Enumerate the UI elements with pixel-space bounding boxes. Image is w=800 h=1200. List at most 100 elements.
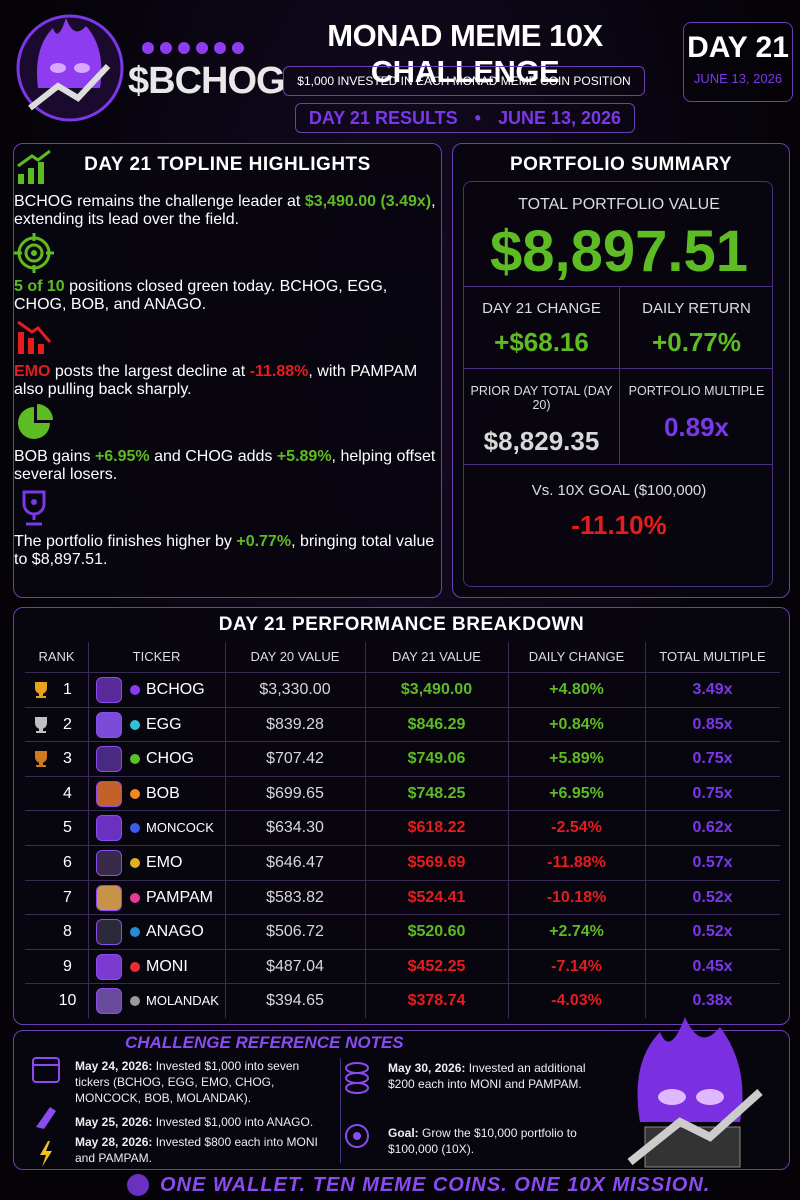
table-row: 10 MOLANDAK $394.65 $378.74 -4.03% 0.38x <box>25 983 780 1018</box>
rank: 7 <box>63 888 72 906</box>
summary-cell: PRIOR DAY TOTAL (DAY 20) $8,829.35 <box>464 384 619 457</box>
summary-box: TOTAL PORTFOLIO VALUE $8,897.51 Vs. 10X … <box>463 181 773 587</box>
logo <box>16 14 244 122</box>
ticker-dot <box>130 996 140 1007</box>
total-multiple: 0.75x <box>692 784 733 802</box>
highlight-text: EMO posts the largest decline at -11.88%… <box>14 363 441 399</box>
text-segment: +6.95% <box>94 448 150 465</box>
ticker-cell: EGG <box>88 708 225 742</box>
ticker-dot <box>130 927 140 938</box>
highlight: BOB gains +6.95% and CHOG adds +5.89%, h… <box>14 403 441 484</box>
day21-value: $749.06 <box>407 750 466 768</box>
total-multiple: 0.45x <box>692 957 733 975</box>
cell-value: 0.89x <box>663 412 730 442</box>
text-segment: posts the largest decline at <box>50 363 250 380</box>
daily-change: +2.74% <box>549 923 604 941</box>
highlight: The portfolio finishes higher by +0.77%,… <box>14 488 441 569</box>
divider <box>464 286 772 287</box>
note-text: Invested $1,000 into seven tickers (BCHO… <box>75 1059 300 1105</box>
ticker: BOB <box>146 784 180 802</box>
daily-change: -7.14% <box>551 957 602 975</box>
rank: 9 <box>63 957 72 975</box>
ticker: MONI <box>146 957 188 975</box>
avatar <box>96 953 122 980</box>
note-date: May 28, 2026: <box>75 1135 153 1149</box>
text-segment: , with PAMPAM also pulling back sharply. <box>14 363 418 398</box>
ticker-cell: BOB <box>88 777 225 811</box>
note: Goal: Grow the $10,000 portfolio to $100… <box>388 1125 608 1157</box>
note-date: May 25, 2026: <box>75 1115 153 1129</box>
highlight-icon <box>14 403 441 448</box>
note-icons <box>345 1062 369 1148</box>
total-label: TOTAL PORTFOLIO VALUE <box>518 196 720 213</box>
column-header: RANK <box>38 649 75 664</box>
medal <box>33 681 49 699</box>
cell-label: PORTFOLIO MULTIPLE <box>628 384 765 398</box>
day20-value: $3,330.00 <box>259 681 331 698</box>
day21-value: $569.69 <box>407 854 466 871</box>
medal <box>33 750 49 768</box>
day20-value: $583.82 <box>266 888 324 906</box>
daily-change: +5.89% <box>549 750 604 768</box>
rank: 3 <box>63 750 72 768</box>
text-segment: -11.88% <box>249 363 309 380</box>
summary-title: PORTFOLIO SUMMARY <box>509 154 733 175</box>
table-row: 3 CHOG $707.42 $749.06 +5.89% 0.75x <box>25 741 780 776</box>
avatar <box>96 815 122 842</box>
table-row: 1 BCHOG $3,330.00 $3,490.00 +4.80% 3.49x <box>25 672 780 707</box>
daily-change: +4.80% <box>549 681 604 698</box>
ticker-cell: MONI <box>88 950 225 984</box>
divider <box>464 464 772 465</box>
highlight-text: BOB gains +6.95% and CHOG adds +5.89%, h… <box>14 448 441 484</box>
ticker-cell: EMO <box>88 846 225 880</box>
table-title: DAY 21 PERFORMANCE BREAKDOWN <box>218 614 585 635</box>
note-date: May 30, 2026: <box>388 1061 466 1075</box>
table-row: 4 BOB $699.65 $748.25 +6.95% 0.75x <box>25 775 780 811</box>
table-panel: DAY 21 PERFORMANCE BREAKDOWN <box>13 607 790 1025</box>
column-header: DAY 21 VALUE <box>392 649 481 664</box>
total-multiple: 0.57x <box>692 854 733 871</box>
highlight: BCHOG remains the challenge leader at $3… <box>14 148 441 229</box>
note-text: Invested $800 each into MONI and PAMPAM. <box>75 1135 318 1165</box>
column-header: TOTAL MULTIPLE <box>659 649 766 664</box>
ticker-dot <box>130 961 140 972</box>
ticker: MOLANDAK <box>146 993 219 1009</box>
note-text: Invested an additional $200 each into MO… <box>388 1061 586 1091</box>
ticker-cell: CHOG <box>88 742 225 776</box>
ticker-dot <box>130 823 140 834</box>
ticker: BCHOG <box>146 681 205 698</box>
table-row: 5 MONCOCK $634.30 $618.22 -2.54% 0.62x <box>25 810 780 845</box>
divider <box>340 1058 341 1163</box>
day21-value: $846.29 <box>407 715 466 733</box>
text-segment: , extending its lead over the field. <box>14 193 436 228</box>
summary-panel: PORTFOLIO SUMMARY TOTAL PORTFOLIO VALUE … <box>452 143 790 598</box>
day-date: JUNE 13, 2026 <box>693 71 783 86</box>
total-multiple: 0.52x <box>692 888 733 906</box>
title: MONAD MEME 10X CHALLENGE <box>327 18 603 89</box>
highlight-text: 5 of 10 positions closed green today. BC… <box>14 278 441 314</box>
day20-value: $707.42 <box>266 750 324 768</box>
rank: 1 <box>63 681 72 698</box>
rank: 6 <box>63 854 72 871</box>
avatar <box>96 988 122 1015</box>
cell-value: +$68.16 <box>494 327 589 357</box>
goal-label: Vs. 10X GOAL ($100,000) <box>531 482 707 499</box>
day20-value: $487.04 <box>266 957 324 975</box>
daily-change: +6.95% <box>549 784 604 802</box>
goal-value: -11.10% <box>571 510 667 540</box>
table-row: 8 ANAGO $506.72 $520.60 +2.74% 0.52x <box>25 914 780 949</box>
note-text: Grow the $10,000 portfolio to $100,000 (… <box>388 1126 577 1156</box>
avatar <box>96 677 122 703</box>
total-multiple: 0.52x <box>692 923 733 941</box>
avatar <box>96 711 122 738</box>
total-multiple: 0.85x <box>692 715 733 733</box>
column-divider <box>645 642 646 1018</box>
cell-label: DAILY RETURN <box>642 300 751 317</box>
highlight-icon <box>14 488 441 533</box>
day-badge: DAY 21 JUNE 13, 2026 <box>683 22 793 102</box>
highlight-icon <box>14 148 441 193</box>
rank: 5 <box>63 819 72 837</box>
text-segment: +5.89% <box>276 448 332 465</box>
day20-value: $699.65 <box>266 784 324 802</box>
